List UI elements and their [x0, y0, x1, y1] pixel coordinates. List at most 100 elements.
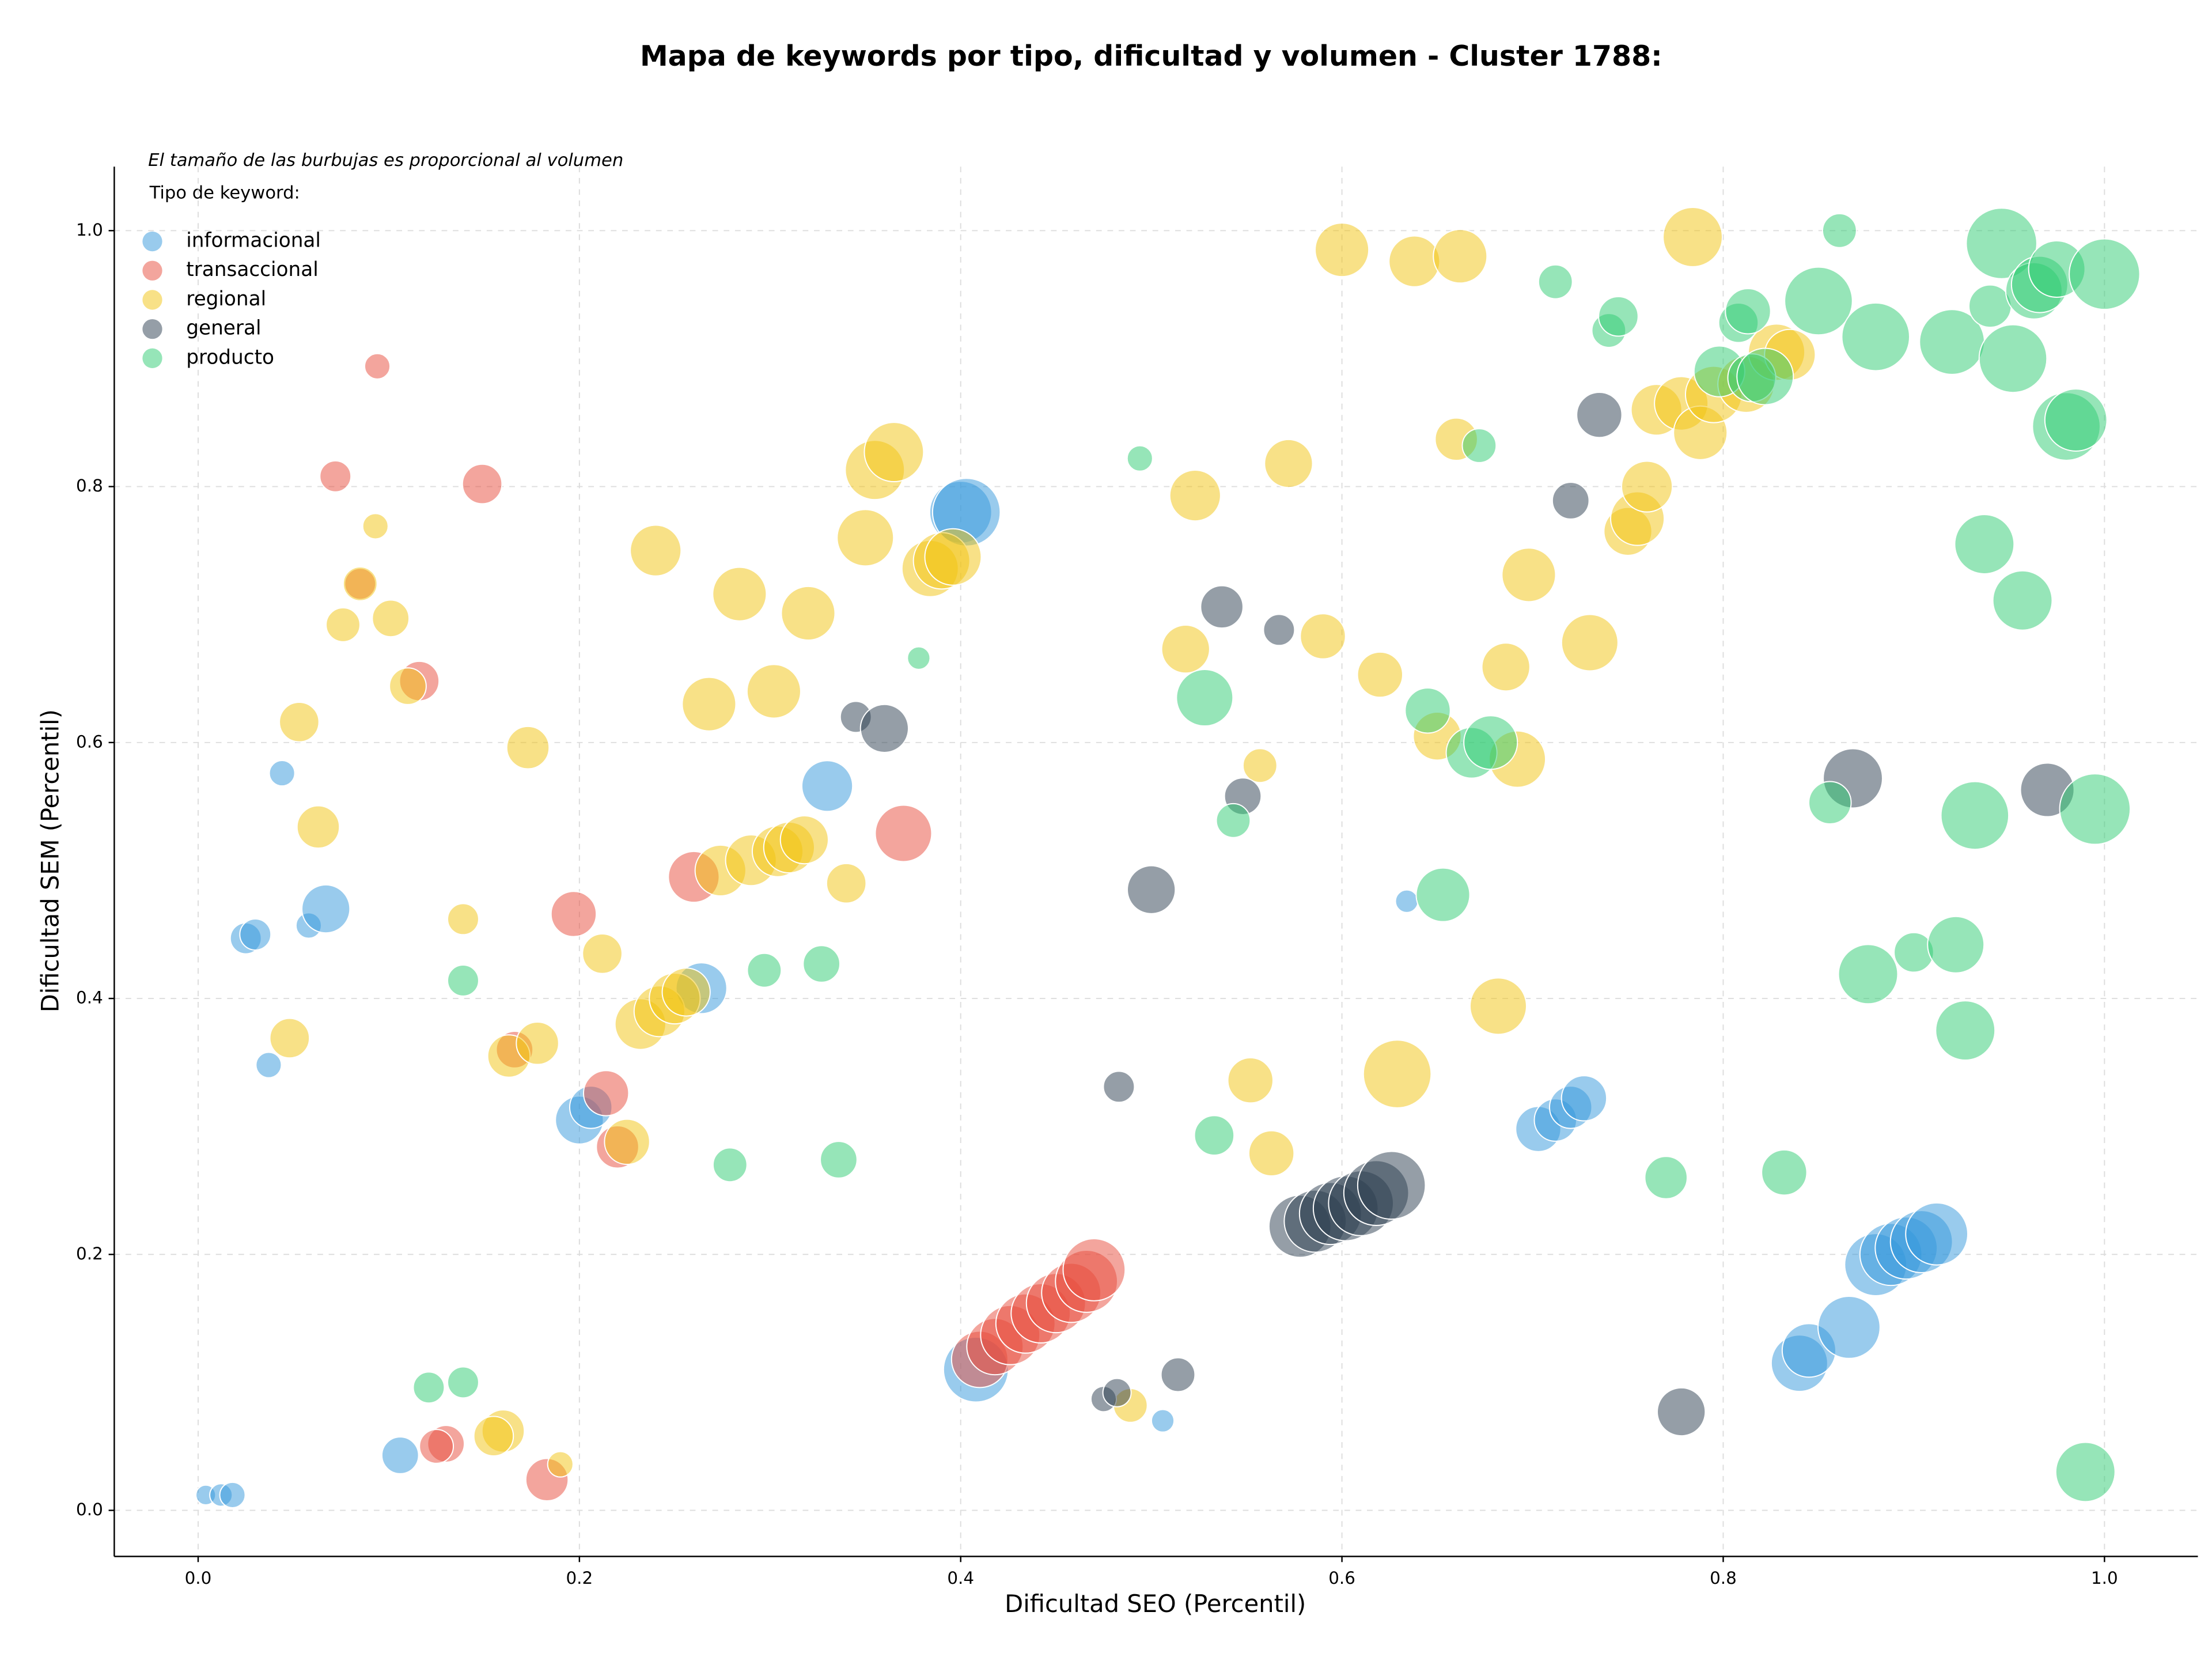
bubble	[255, 1051, 282, 1079]
y-tick-label: 0.6	[76, 732, 103, 751]
bubble	[1761, 1149, 1808, 1196]
bubble	[506, 725, 550, 770]
bubble	[924, 528, 982, 586]
legend-label: regional	[186, 287, 266, 311]
bubble	[836, 509, 895, 567]
bubble	[269, 1017, 310, 1059]
bubble	[582, 933, 623, 974]
y-tick-label: 0.8	[76, 476, 103, 495]
bubble	[1808, 781, 1852, 824]
bubble	[825, 862, 867, 904]
bubble	[681, 676, 737, 732]
x-tick-label: 0.8	[1710, 1568, 1737, 1588]
bubble	[1725, 288, 1771, 335]
bubble	[2069, 238, 2141, 311]
bubble	[1263, 614, 1296, 646]
y-tick-label: 0.0	[76, 1500, 103, 1519]
bubble	[1248, 1130, 1295, 1176]
bubble	[863, 422, 925, 482]
bubble	[2059, 773, 2131, 845]
legend-marker	[142, 290, 162, 310]
bubble	[661, 967, 711, 1017]
y-tick-label: 0.4	[76, 988, 103, 1008]
bubble	[1102, 1378, 1132, 1408]
bubble	[296, 805, 340, 849]
bubble	[1841, 302, 1910, 372]
bubble	[802, 945, 840, 983]
bubble	[1501, 547, 1556, 603]
annotation: El tamaño de las burbujas es proporciona…	[148, 150, 623, 171]
bubble	[1362, 1039, 1432, 1108]
bubble	[219, 1481, 246, 1508]
bubble	[1736, 347, 1794, 406]
bubble	[1662, 207, 1723, 267]
bubble	[874, 804, 933, 862]
bubble	[859, 703, 909, 753]
bubble	[1404, 687, 1451, 734]
bubble	[279, 701, 320, 743]
bubble	[1940, 781, 2010, 850]
bubble	[1992, 570, 2053, 631]
bubble	[268, 760, 296, 787]
bubbles	[195, 207, 2141, 1508]
bubble	[1200, 585, 1244, 629]
bubble	[1433, 229, 1488, 284]
bubble	[1463, 715, 1518, 770]
bubble	[516, 1021, 559, 1065]
bubble	[1126, 445, 1153, 472]
bubble	[447, 903, 479, 936]
bubble	[1657, 1387, 1706, 1437]
y-tick-label: 1.0	[76, 220, 103, 240]
bubble	[712, 566, 767, 622]
bubble	[362, 513, 389, 540]
bubble	[1103, 1070, 1135, 1103]
bubble	[1194, 1115, 1235, 1156]
bubble	[1227, 1057, 1274, 1104]
bubble	[1978, 324, 2048, 394]
bubble	[604, 1118, 650, 1165]
bubble	[1551, 482, 1590, 520]
bubble	[1576, 392, 1623, 438]
bubble	[1821, 213, 1857, 248]
bubble	[1062, 1238, 1126, 1301]
bubble	[1242, 748, 1278, 784]
bubble	[389, 667, 427, 705]
x-axis-label: Dificultad SEO (Percentil)	[1005, 1590, 1306, 1618]
legend-label: producto	[186, 346, 274, 369]
bubble	[1315, 222, 1370, 278]
bubble	[550, 891, 597, 937]
bubble	[1784, 266, 1853, 336]
bubble	[1264, 438, 1313, 489]
bubble	[1415, 867, 1471, 922]
bubble	[301, 884, 351, 934]
bubble	[381, 1436, 419, 1474]
y-axis-label: Dificultad SEM (Percentil)	[36, 709, 65, 1012]
bubble	[342, 566, 378, 601]
bubble	[801, 760, 854, 812]
bubble	[1169, 470, 1221, 522]
bubble	[746, 664, 801, 719]
bubble	[907, 646, 931, 670]
bubble	[447, 964, 479, 997]
bubble	[1935, 1000, 1996, 1061]
bubble	[712, 1147, 748, 1183]
bubble	[1644, 1156, 1688, 1200]
bubble	[372, 599, 410, 638]
chart-title: Mapa de keywords por tipo, dificultad y …	[640, 40, 1662, 73]
bubble	[1905, 1202, 1968, 1266]
bubble	[1965, 207, 2037, 279]
bubble	[1598, 296, 1639, 337]
bubble	[461, 463, 503, 505]
legend-marker	[142, 319, 162, 339]
bubble	[1461, 428, 1497, 463]
bubble	[1388, 235, 1441, 287]
x-tick-label: 0.0	[185, 1568, 212, 1588]
bubble	[781, 585, 836, 641]
bubble	[364, 353, 391, 380]
bubble	[583, 1070, 630, 1117]
bubble	[1838, 944, 1899, 1005]
bubble	[1357, 651, 1403, 698]
bubble	[447, 1366, 479, 1399]
legend-label: informacional	[186, 229, 321, 252]
